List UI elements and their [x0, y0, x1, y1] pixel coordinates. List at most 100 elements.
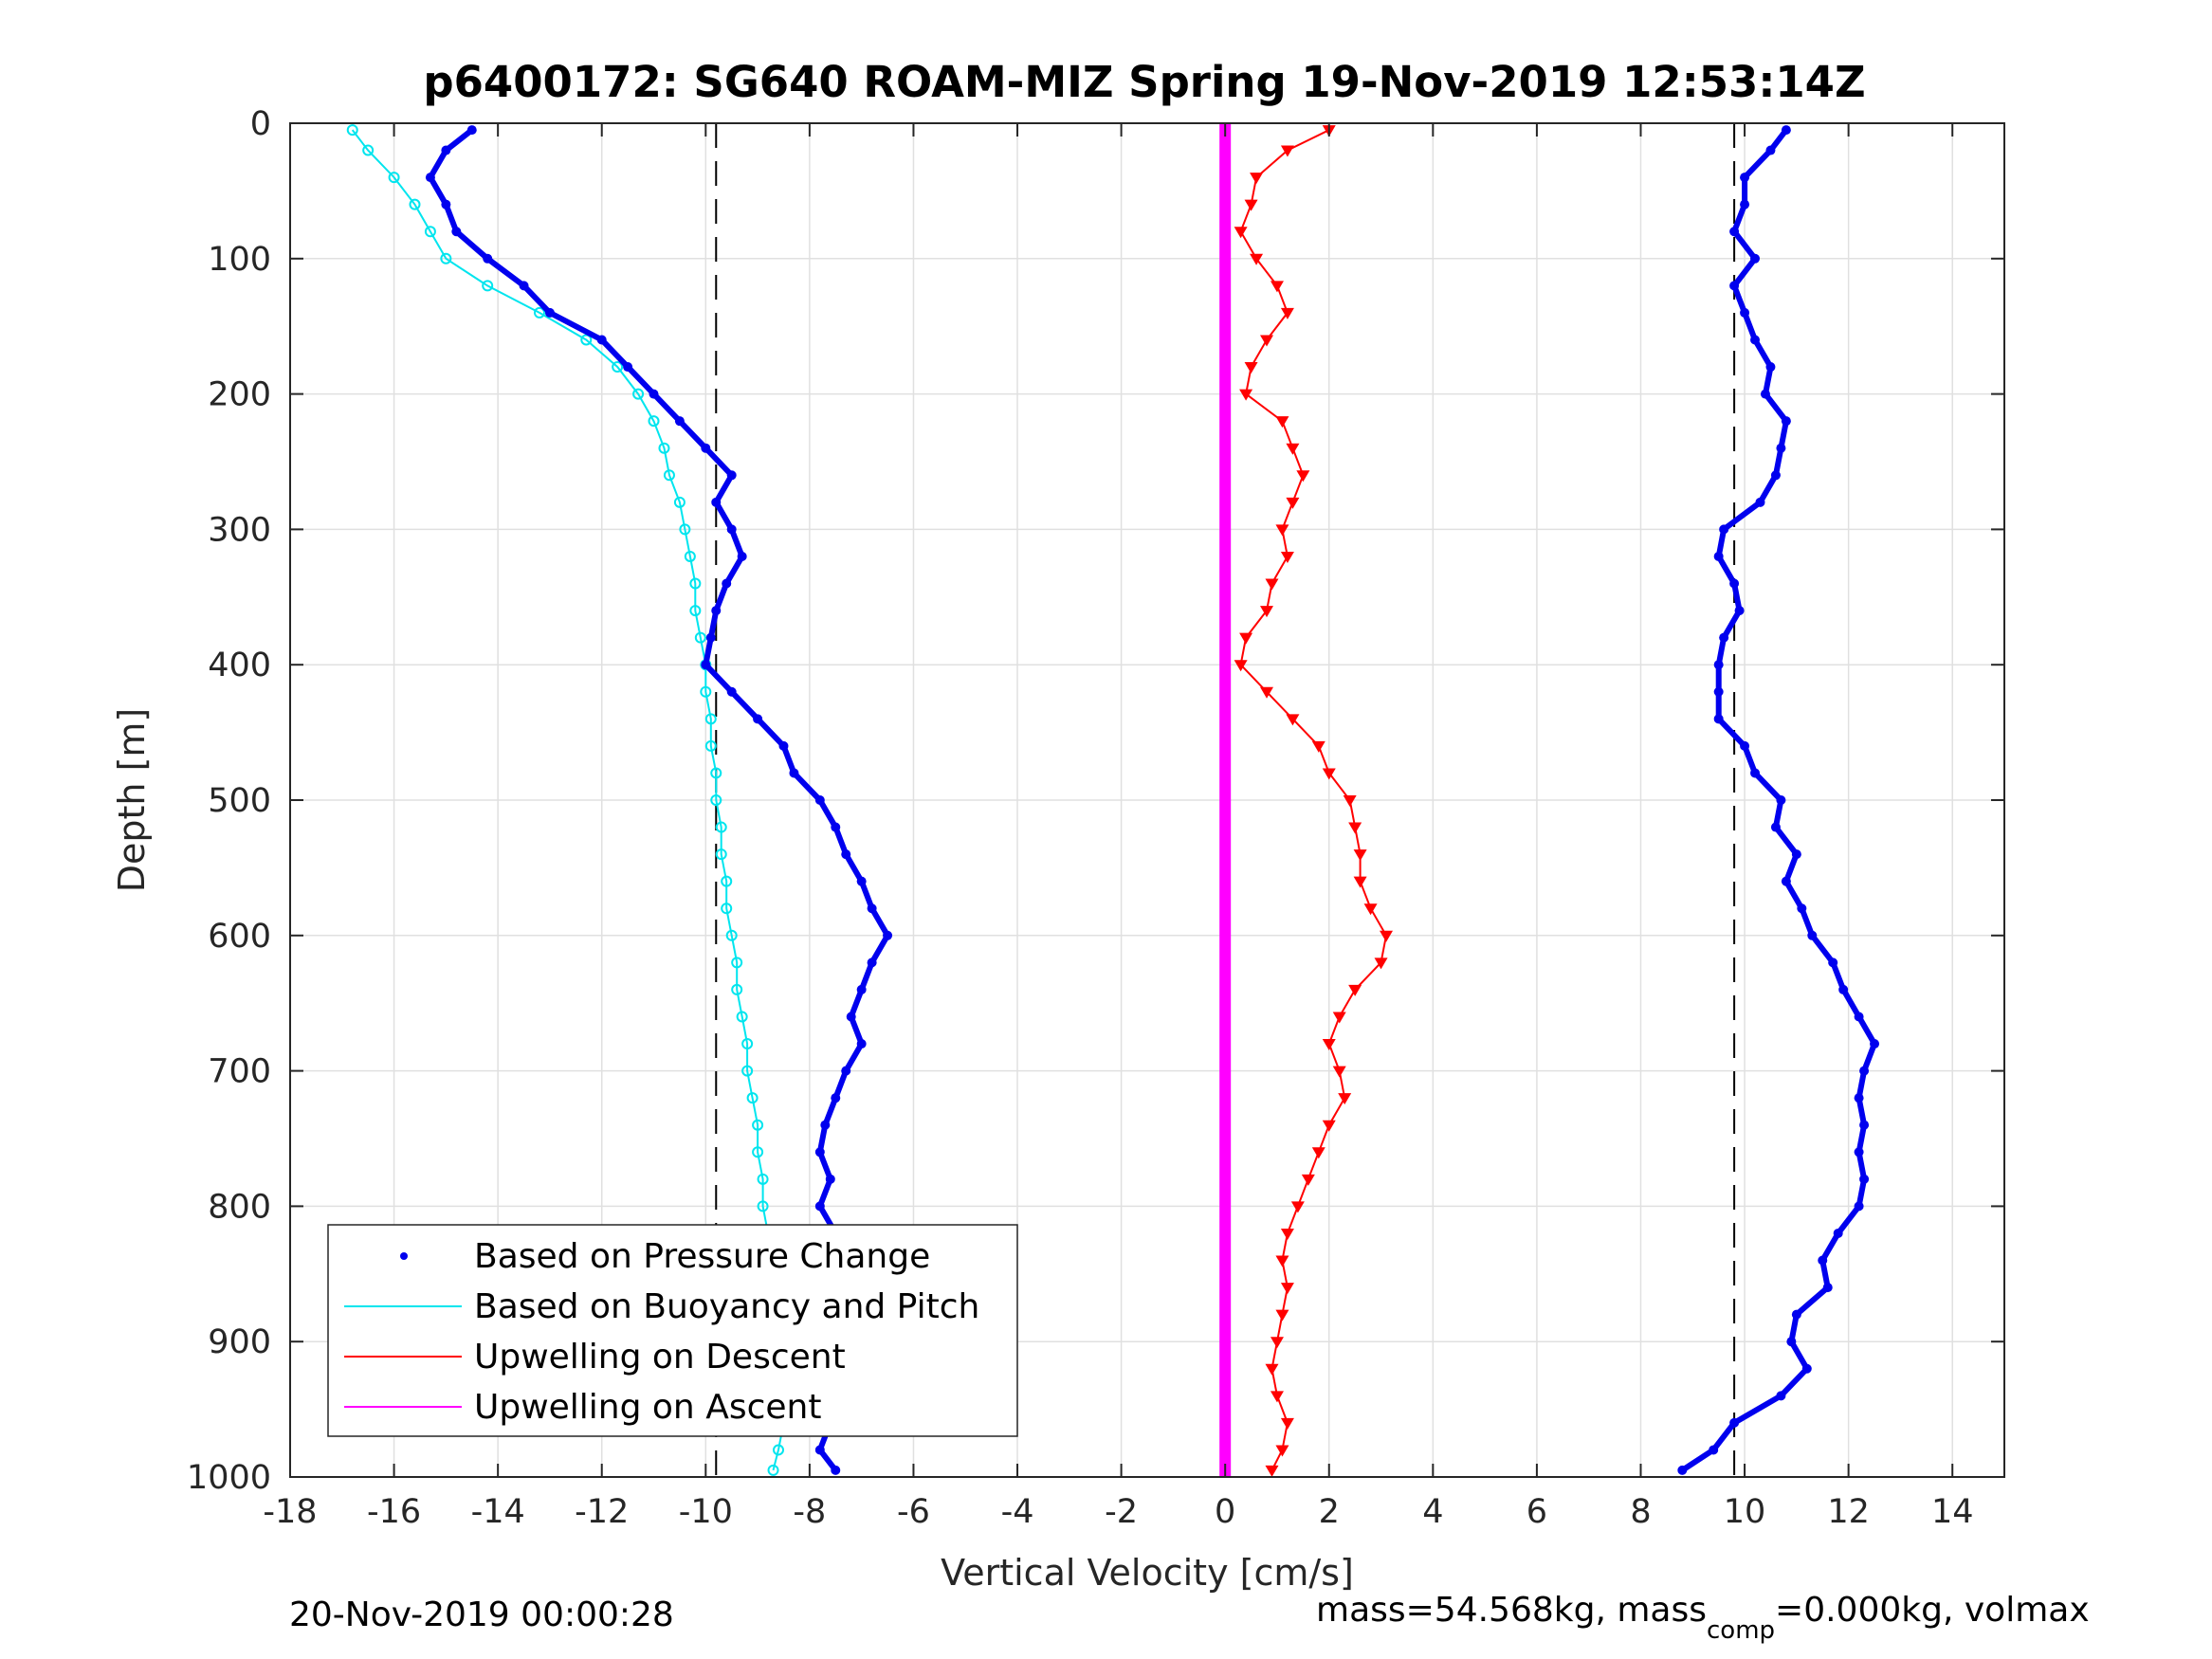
descent-upwelling-point [1348, 984, 1362, 996]
chart-title: p6400172: SG640 ROAM-MIZ Spring 19-Nov-2… [423, 57, 1865, 107]
pressure-ascent-point [1859, 1066, 1870, 1076]
pressure-ascent-point [1740, 740, 1750, 751]
descent-upwelling-point [1380, 930, 1394, 942]
pressure-descent-point [856, 984, 867, 994]
pressure-ascent-point [1740, 307, 1750, 318]
descent-upwelling-point [1280, 1228, 1294, 1240]
y-axis-label: Depth [m] [111, 708, 153, 893]
y-tick-label: 500 [208, 782, 271, 820]
descent-upwelling-point [1280, 1283, 1294, 1295]
descent-upwelling-point [1275, 1309, 1289, 1322]
buoyancy-point [612, 361, 624, 374]
pressure-ascent-point [1765, 145, 1776, 155]
buoyancy-point [736, 1011, 748, 1023]
footer-mass-subscript: comp [1707, 1616, 1775, 1645]
y-tick-label: 300 [208, 511, 271, 549]
y-tick-label: 400 [208, 647, 271, 684]
descent-upwelling-point [1265, 578, 1279, 591]
pressure-descent-point [846, 1012, 856, 1022]
pressure-descent-point [441, 199, 451, 210]
pressure-descent-point [814, 1445, 825, 1455]
buoyancy-point [704, 713, 717, 725]
pressure-ascent-point [1786, 1337, 1797, 1347]
pressure-ascent-point [1677, 1465, 1688, 1475]
x-tick-label: -12 [575, 1493, 629, 1531]
pressure-ascent-point [1755, 497, 1765, 507]
buoyancy-point [752, 1119, 764, 1131]
buoyancy-point [710, 794, 722, 806]
footer-mass-info: mass=54.568kg, masscomp=0.000kg, volmax [1316, 1591, 2090, 1645]
y-tick-label: 200 [208, 376, 271, 414]
pressure-ascent-point [1818, 1255, 1828, 1266]
x-tick-label: 12 [1827, 1493, 1870, 1531]
buoyancy-point [533, 306, 545, 319]
buoyancy-point [689, 577, 702, 590]
legend-label-descent: Upwelling on Descent [474, 1338, 846, 1376]
pressure-descent-point [441, 145, 451, 155]
descent-upwelling-point [1239, 389, 1253, 401]
pressure-ascent-point [1781, 125, 1791, 136]
descent-upwelling-point [1280, 1417, 1294, 1430]
buoyancy-point [731, 957, 743, 969]
pressure-ascent-point [1822, 1283, 1833, 1293]
pressure-ascent-point [1729, 1417, 1740, 1428]
pressure-ascent-point [1734, 606, 1745, 616]
pressure-descent-point [451, 227, 462, 237]
descent-upwelling-point [1322, 1120, 1336, 1132]
descent-upwelling-point [1338, 1093, 1352, 1105]
descent-upwelling-point [1250, 173, 1264, 185]
pressure-descent-point [726, 686, 737, 697]
pressure-ascent-point [1713, 551, 1724, 561]
descent-upwelling-point [1260, 686, 1274, 699]
pressure-descent-point [711, 606, 722, 616]
pressure-descent-point [831, 1093, 841, 1103]
pressure-ascent-point [1791, 1309, 1801, 1320]
pressure-ascent-point [1719, 524, 1729, 535]
descent-upwelling-point [1353, 849, 1367, 862]
descent-upwelling-point [1374, 957, 1388, 970]
pressure-descent-point [778, 740, 789, 751]
pressure-descent-point [841, 849, 851, 860]
pressure-ascent-point [1854, 1201, 1864, 1212]
pressure-ascent-point [1740, 173, 1750, 183]
pressure-ascent-point [1807, 930, 1818, 940]
pressure-descent-point [544, 307, 555, 318]
pressure-descent-point [726, 470, 737, 481]
descent-upwelling-point [1332, 1012, 1346, 1024]
pressure-ascent-point [1719, 632, 1729, 643]
x-tick-label: 6 [1526, 1493, 1547, 1531]
buoyancy-point [721, 875, 733, 887]
buoyancy-point [752, 1146, 764, 1158]
y-tick-label: 800 [208, 1188, 271, 1226]
buoyancy-point [704, 739, 717, 752]
pressure-descent-point [814, 1201, 825, 1212]
descent-upwelling-point [1322, 768, 1336, 780]
pressure-descent-point [753, 714, 763, 724]
x-tick-label: -14 [471, 1493, 525, 1531]
pressure-ascent-point [1859, 1120, 1870, 1130]
pressure-ascent-point [1709, 1445, 1719, 1455]
pressure-descent-point [856, 876, 867, 886]
pressure-ascent-point [1776, 795, 1786, 805]
buoyancy-point [773, 1444, 785, 1456]
pressure-ascent-point [1770, 822, 1781, 832]
pressure-descent-point [856, 1039, 867, 1049]
pressure-descent-point [831, 822, 841, 832]
descent-upwelling-point [1275, 416, 1289, 428]
x-tick-label: 8 [1630, 1493, 1651, 1531]
descent-upwelling-point [1332, 1066, 1346, 1078]
pressure-ascent-point [1776, 1391, 1786, 1401]
pressure-ascent-point [1765, 362, 1776, 373]
buoyancy-point [721, 902, 733, 915]
pressure-descent-point [623, 362, 633, 373]
pressure-descent-point [701, 660, 711, 670]
pressure-ascent-point [1729, 281, 1740, 291]
pressure-descent-point [425, 173, 435, 183]
pressure-descent-point [867, 903, 877, 914]
buoyancy-point [746, 1092, 759, 1104]
legend-label-ascent: Upwelling on Ascent [474, 1388, 821, 1427]
x-tick-label: -8 [793, 1493, 826, 1531]
x-tick-label: -2 [1105, 1493, 1138, 1531]
descent-upwelling-point [1270, 1391, 1284, 1403]
buoyancy-point [424, 226, 436, 238]
